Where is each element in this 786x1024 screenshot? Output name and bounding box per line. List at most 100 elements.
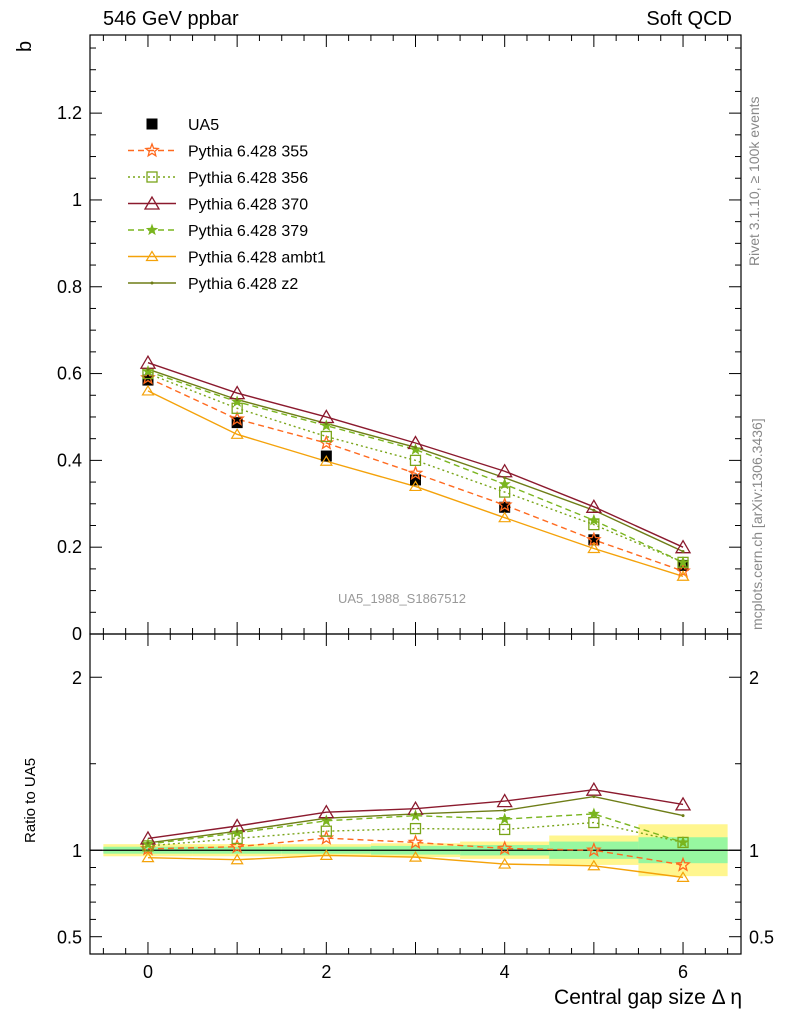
ratio-marker-ambt1 bbox=[141, 851, 155, 863]
main-line-p370 bbox=[147, 362, 684, 548]
header-left-label: 546 GeV ppbar bbox=[103, 8, 239, 30]
main-marker-p379 bbox=[676, 555, 690, 568]
ratio-marker-ambt1 bbox=[587, 859, 601, 871]
main-y-tick-label: 0.2 bbox=[57, 537, 82, 557]
ratio-marker-z2 bbox=[681, 814, 685, 818]
main-marker-z2 bbox=[592, 508, 596, 512]
legend-label-z2: Pythia 6.428 z2 bbox=[188, 276, 298, 293]
main-marker-p355 bbox=[407, 465, 424, 481]
series-lines bbox=[147, 362, 684, 879]
legend: UA5 Pythia 6.428 355 Pythia 6.428 356 Pythi… bbox=[128, 117, 326, 293]
ratio-y-tick-label-right: 1 bbox=[749, 841, 759, 861]
main-y-tick-label: 1.2 bbox=[57, 103, 82, 123]
legend-marker-p379 bbox=[145, 223, 159, 236]
ratio-marker-z2 bbox=[414, 812, 417, 816]
main-marker-p356 bbox=[409, 454, 422, 467]
ratio-marker-p370 bbox=[496, 793, 513, 808]
legend-label-p370: Pythia 6.428 370 bbox=[188, 197, 308, 214]
main-marker-z2 bbox=[324, 421, 328, 425]
ratio-marker-ambt1 bbox=[676, 871, 690, 882]
ratio-marker-p356 bbox=[320, 825, 332, 837]
ratio-uncertainty-bands bbox=[90, 824, 741, 877]
ratio-marker-p379 bbox=[498, 812, 511, 825]
ratio-line-ambt1 bbox=[147, 854, 684, 879]
ratio-y-tick-label: 0.5 bbox=[57, 928, 82, 948]
main-y-tick-label: 0.4 bbox=[57, 450, 82, 470]
ratio-y-tick-label-right: 0.5 bbox=[749, 928, 774, 948]
ratio-marker-z2 bbox=[503, 808, 507, 812]
main-marker-ambt1 bbox=[408, 480, 423, 492]
ratio-plot-frame bbox=[89, 633, 742, 955]
legend-label-p356: Pythia 6.428 356 bbox=[188, 170, 308, 187]
ratio-marker-p356 bbox=[499, 823, 511, 836]
main-marker-p379 bbox=[320, 419, 333, 431]
legend-marker-p356 bbox=[146, 171, 158, 183]
mcplots-label: mcplots.cern.ch [arXiv:1306.3436] bbox=[749, 418, 765, 630]
main-line-p356 bbox=[147, 372, 684, 564]
ratio-marker-p355 bbox=[229, 838, 246, 854]
main-marker-p355 bbox=[675, 562, 691, 578]
x-axis-label: Central gap size Δ η bbox=[554, 986, 742, 1009]
ratio-marker-z2 bbox=[592, 795, 596, 799]
ratio-marker-p379 bbox=[320, 814, 333, 827]
legend-label-p379: Pythia 6.428 379 bbox=[188, 223, 308, 240]
main-y-tick-label: 0.6 bbox=[57, 364, 82, 384]
axis-ticks: 0 2 4 6 0 0.2 0.4 0.6 0.8 1 1.2 0.5 0.5 1 1 2 2 bbox=[57, 35, 774, 982]
ratio-marker-p356 bbox=[409, 822, 422, 835]
main-y-tick-label: 1 bbox=[72, 190, 82, 210]
main-marker-p356 bbox=[499, 486, 511, 498]
ratio-marker-ambt1 bbox=[319, 849, 333, 861]
main-marker-p379 bbox=[231, 395, 244, 407]
main-y-tick-label: 0 bbox=[72, 624, 82, 644]
ratio-marker-z2 bbox=[235, 829, 239, 833]
main-marker-p379 bbox=[141, 364, 155, 377]
main-marker-p356 bbox=[320, 430, 332, 443]
main-marker-ua5 bbox=[588, 534, 600, 546]
ratio-marker-ambt1 bbox=[498, 857, 512, 869]
legend-label-ambt1: Pythia 6.428 ambt1 bbox=[188, 250, 326, 267]
ratio-marker-p370 bbox=[674, 796, 692, 811]
main-marker-ambt1 bbox=[587, 542, 601, 554]
main-marker-p379 bbox=[498, 477, 511, 490]
ratio-marker-ambt1 bbox=[408, 850, 423, 862]
ratio-y-tick-label-right: 2 bbox=[749, 668, 759, 688]
main-marker-z2 bbox=[235, 398, 239, 402]
x-tick-label: 4 bbox=[500, 962, 510, 982]
series-markers bbox=[139, 354, 692, 882]
main-marker-ambt1 bbox=[676, 570, 690, 581]
ratio-marker-p355 bbox=[675, 856, 691, 872]
main-marker-p379 bbox=[409, 443, 422, 455]
main-line-ambt1 bbox=[147, 390, 684, 577]
legend-marker-ua5 bbox=[146, 118, 158, 130]
main-y-tick-label: 0.8 bbox=[57, 277, 82, 297]
main-marker-p355 bbox=[229, 410, 246, 426]
ratio-y-tick-label: 2 bbox=[72, 668, 82, 688]
main-marker-ambt1 bbox=[141, 384, 155, 396]
main-marker-ambt1 bbox=[319, 455, 333, 466]
legend-marker-z2 bbox=[150, 281, 154, 285]
main-marker-z2 bbox=[414, 445, 417, 449]
main-marker-z2 bbox=[681, 550, 685, 554]
main-marker-z2 bbox=[146, 367, 150, 371]
main-marker-ambt1 bbox=[230, 428, 244, 439]
ratio-marker-p355 bbox=[407, 834, 424, 850]
x-tick-label: 0 bbox=[143, 962, 153, 982]
ratio-marker-ambt1 bbox=[230, 853, 244, 865]
legend-label-ua5: UA5 bbox=[188, 117, 219, 134]
main-marker-z2 bbox=[503, 476, 507, 480]
main-marker-ua5 bbox=[410, 474, 421, 486]
main-marker-p370 bbox=[585, 499, 602, 513]
watermark-label: UA5_1988_S1867512 bbox=[338, 591, 466, 606]
ratio-marker-p356 bbox=[588, 816, 600, 829]
ratio-marker-z2 bbox=[146, 841, 150, 845]
rivet-version-label: Rivet 3.1.10, ≥ 100k events bbox=[746, 96, 762, 266]
main-marker-ambt1 bbox=[498, 511, 512, 523]
legend-marker-p355 bbox=[144, 142, 160, 158]
ratio-marker-p379 bbox=[587, 807, 600, 820]
ratio-line-p356 bbox=[147, 821, 684, 847]
header-right-label: Soft QCD bbox=[646, 8, 732, 30]
ratio-y-tick-label: 1 bbox=[72, 841, 82, 861]
ratio-marker-p355 bbox=[585, 841, 602, 857]
x-tick-label: 6 bbox=[678, 962, 688, 982]
